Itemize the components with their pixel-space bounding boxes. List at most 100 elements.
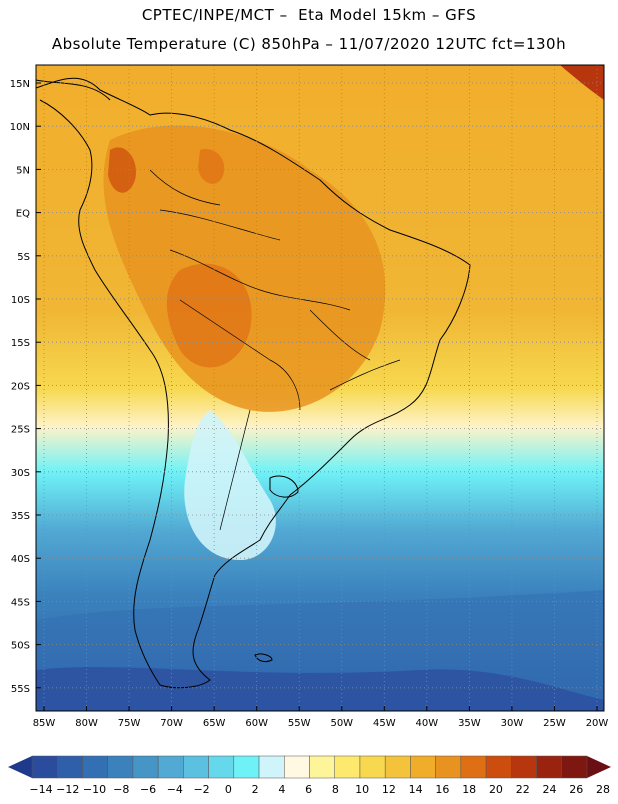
lon-label: 85W xyxy=(33,718,56,729)
colorbar-swatch xyxy=(334,755,361,779)
colorbar-tick-label: 22 xyxy=(516,783,530,796)
border-line-4 xyxy=(219,409,251,531)
lon-label: 55W xyxy=(288,718,311,729)
colorbar-tick-label: 18 xyxy=(462,783,476,796)
latitude-labels: 15N 10N 5N EQ 5S 10S 15S 20S 25S 30S 35S 40S 45S 50S 5… xyxy=(10,79,30,695)
colorbar: −14 −12 −10 −8 −6 −4 −2 0 2 4 6 8 10 12 14 16 18 20 22 24 26… xyxy=(8,755,611,796)
lon-label: 25W xyxy=(543,718,566,729)
colorbar-tick-label: 28 xyxy=(596,783,610,796)
lat-label: 10S xyxy=(11,295,30,306)
lon-label: 50W xyxy=(330,718,353,729)
lon-label: 30W xyxy=(501,718,524,729)
colorbar-swatch xyxy=(107,755,134,779)
lat-label: 10N xyxy=(10,122,30,133)
lat-label: 30S xyxy=(11,468,30,479)
colorbar-tick-label: 2 xyxy=(252,783,259,796)
border-line-3 xyxy=(159,209,281,241)
colorbar-tick-label: 10 xyxy=(355,783,369,796)
colorbar-swatch xyxy=(359,755,386,779)
lon-label: 35W xyxy=(458,718,481,729)
colorbar-swatch xyxy=(82,755,108,779)
colorbar-tick-label: 26 xyxy=(569,783,583,796)
colorbar-tick-label: 20 xyxy=(489,783,503,796)
axis-ticks xyxy=(36,82,598,711)
colorbar-tick-label: 8 xyxy=(332,783,339,796)
coldest-south-band xyxy=(36,667,604,711)
lon-label: 20W xyxy=(586,718,609,729)
colorbar-tick-label: −2 xyxy=(193,783,209,796)
uruguay-coast xyxy=(269,475,299,498)
lon-label: 60W xyxy=(245,718,268,729)
lat-label: 50S xyxy=(11,641,30,652)
hot-spot-bolivia xyxy=(166,263,252,368)
cold-tongue-argentina xyxy=(184,410,276,560)
lat-label: 35S xyxy=(11,511,30,522)
lon-label: 40W xyxy=(416,718,439,729)
border-line-7 xyxy=(329,359,401,391)
colorbar-tick-label: −4 xyxy=(167,783,183,796)
central-america-coastline xyxy=(35,79,111,101)
lat-label: 40S xyxy=(11,554,30,565)
colorbar-tick-label: −8 xyxy=(113,783,129,796)
lat-label: 55S xyxy=(11,684,30,695)
colorbar-tick-label: 24 xyxy=(542,783,556,796)
colorbar-swatch xyxy=(460,755,487,779)
lat-label: 5S xyxy=(17,252,30,263)
coastlines xyxy=(35,77,471,689)
colorbar-swatch xyxy=(536,755,563,779)
colorbar-swatches xyxy=(31,755,588,779)
colorbar-swatch xyxy=(435,755,462,779)
colorbar-swatch xyxy=(258,755,285,779)
colorbar-high-arrow xyxy=(587,756,611,778)
country-borders xyxy=(149,169,401,531)
lon-label: 45W xyxy=(373,718,396,729)
temperature-field xyxy=(36,65,604,711)
colorbar-swatch xyxy=(410,755,436,779)
longitude-labels: 85W 80W 75W 70W 65W 60W 55W 50W 45W 40W 35W 30W 25W 2… xyxy=(33,718,609,729)
falkland-islands xyxy=(254,653,273,663)
colorbar-low-arrow xyxy=(8,756,32,778)
colorbar-tick-label: −6 xyxy=(140,783,156,796)
chart-title-line2: Absolute Temperature (C) 850hPa – 11/07/… xyxy=(51,35,567,53)
lat-label: 25S xyxy=(11,425,30,436)
border-line-1 xyxy=(169,249,351,311)
colorbar-tick-label: −12 xyxy=(56,783,79,796)
colorbar-swatch xyxy=(384,755,411,779)
border-line-6 xyxy=(309,309,371,361)
colorbar-swatch xyxy=(183,755,209,779)
colorbar-tick-label: 4 xyxy=(278,783,285,796)
colorbar-swatch xyxy=(31,755,58,779)
lat-label: 15N xyxy=(10,79,30,90)
south-america-coastline xyxy=(35,77,471,689)
colorbar-labels: −14 −12 −10 −8 −6 −4 −2 0 2 4 6 8 10 12 14 16 18 20 22 24 26… xyxy=(29,783,610,796)
colorbar-swatch xyxy=(284,755,310,779)
colorbar-swatch xyxy=(208,755,235,779)
colorbar-tick-label: 14 xyxy=(409,783,423,796)
lon-label: 65W xyxy=(203,718,226,729)
border-line-5 xyxy=(149,169,221,206)
lon-label: 75W xyxy=(118,718,141,729)
lat-label: 45S xyxy=(11,597,30,608)
colorbar-swatch xyxy=(485,755,512,779)
lat-label: EQ xyxy=(16,209,30,220)
colorbar-swatch xyxy=(309,755,335,779)
graticule xyxy=(36,65,604,711)
warm-core-region xyxy=(103,125,386,412)
lat-label: 20S xyxy=(11,381,30,392)
border-line-2 xyxy=(179,299,301,411)
lon-label: 80W xyxy=(75,718,98,729)
lat-label: 15S xyxy=(11,338,30,349)
colorbar-swatch xyxy=(561,755,588,779)
hot-spot-venezuela xyxy=(198,149,225,184)
hot-corner-northeast xyxy=(560,65,604,100)
colorbar-tick-label: 12 xyxy=(382,783,396,796)
lat-label: 5N xyxy=(16,165,30,176)
lon-label: 70W xyxy=(160,718,183,729)
colorbar-tick-label: 0 xyxy=(225,783,232,796)
chart-title-line1: CPTEC/INPE/MCT – Eta Model 15km – GFS xyxy=(141,6,477,24)
colorbar-swatch xyxy=(132,755,159,779)
colorbar-swatch xyxy=(511,755,537,779)
colorbar-tick-label: 16 xyxy=(435,783,449,796)
